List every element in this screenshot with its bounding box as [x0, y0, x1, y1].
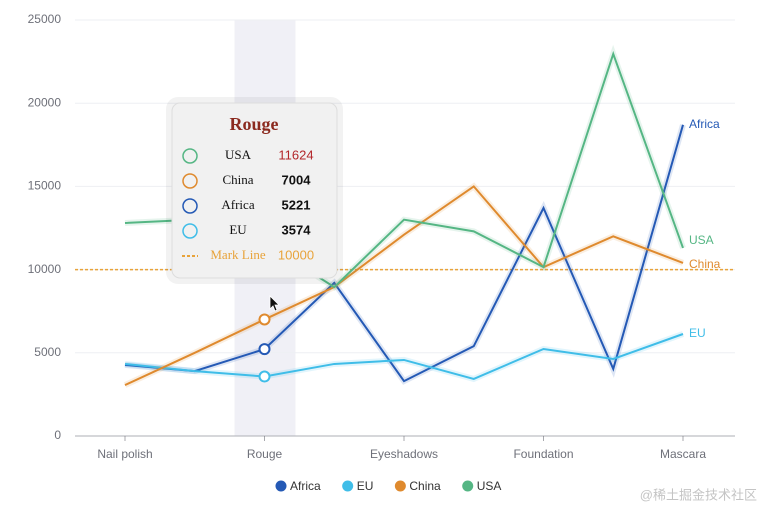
x-tick-label: Eyeshadows: [370, 447, 438, 461]
tooltip-title: Rouge: [230, 114, 279, 134]
tooltip-value: 11624: [278, 147, 313, 162]
end-label: Africa: [689, 117, 720, 131]
tooltip-marker: [182, 198, 198, 214]
tooltip-value: 10000: [278, 247, 314, 262]
y-tick-label: 10000: [28, 262, 62, 276]
tooltip-name: Mark Line: [210, 247, 265, 262]
hover-point: [258, 343, 271, 356]
tooltip-name: China: [222, 172, 253, 187]
y-tick-label: 15000: [28, 179, 62, 193]
end-label: EU: [689, 326, 706, 340]
legend-label: USA: [477, 479, 502, 493]
watermark: @稀土掘金技术社区: [640, 487, 757, 502]
hover-point: [258, 313, 271, 326]
tooltip-name: USA: [225, 147, 252, 162]
x-tick-label: Mascara: [660, 447, 706, 461]
end-label: USA: [689, 233, 714, 247]
y-tick-label: 25000: [28, 12, 62, 26]
legend-marker: [462, 480, 474, 492]
end-label: China: [689, 257, 721, 271]
cursor: [269, 295, 280, 312]
y-tick-label: 0: [54, 428, 61, 442]
tooltip-value: 7004: [282, 172, 312, 187]
y-tick-label: 5000: [34, 345, 61, 359]
legend-marker: [275, 480, 287, 492]
hover-point: [258, 370, 271, 383]
y-tick-label: 20000: [28, 95, 62, 109]
tooltip-marker: [182, 173, 198, 189]
legend-marker: [394, 480, 406, 492]
series-line: [124, 185, 684, 386]
tooltip-name: Africa: [221, 197, 254, 212]
legend-label: EU: [357, 479, 374, 493]
x-tick-label: Rouge: [247, 447, 283, 461]
x-tick-label: Foundation: [513, 447, 573, 461]
tooltip-marker: [182, 148, 198, 164]
legend-label: China: [409, 479, 441, 493]
x-tick-label: Nail polish: [97, 447, 152, 461]
legend-label: Africa: [290, 479, 321, 493]
tooltip-box: [171, 102, 338, 279]
tooltip-name: EU: [229, 222, 247, 237]
tooltip-value: 3574: [282, 222, 312, 237]
tooltip-value: 5221: [282, 197, 311, 212]
series-line: [124, 333, 684, 380]
legend-marker: [342, 480, 354, 492]
tooltip-marker: [182, 223, 198, 239]
tooltip: Rouge USA 11624 China 7004 Africa 5221 EU 3574 Ma…: [166, 97, 343, 284]
series-line: [124, 124, 684, 383]
